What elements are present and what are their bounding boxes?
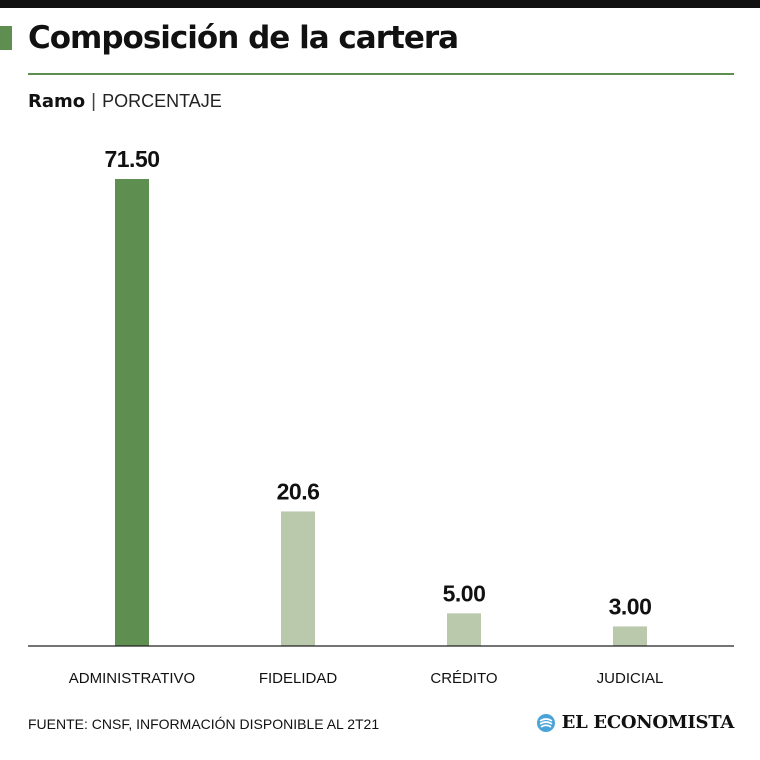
bar: [281, 511, 315, 646]
bar: [447, 613, 481, 646]
brand-name: EL ECONOMISTA: [561, 712, 735, 733]
chart-subtitle: Ramo | PORCENTAJE: [28, 91, 222, 113]
title-marker: [0, 26, 12, 50]
subtitle-separator: |: [91, 91, 97, 112]
x-tick-label: JUDICIAL: [597, 670, 664, 687]
el-economista-logo-icon: [536, 713, 555, 732]
data-label: 20.6: [277, 478, 320, 504]
data-label: 3.00: [609, 593, 652, 619]
source-note: FUENTE: CNSF, INFORMACIÓN DISPONIBLE AL …: [28, 716, 380, 732]
data-label: 5.00: [443, 580, 486, 606]
bar: [613, 626, 647, 646]
subtitle-unit: PORCENTAJE: [102, 91, 222, 111]
brand-logo: EL ECONOMISTA: [536, 712, 734, 733]
subtitle-main: Ramo: [28, 91, 86, 112]
x-tick-label: ADMINISTRATIVO: [69, 670, 195, 687]
x-tick-label: CRÉDITO: [430, 670, 497, 687]
bar-chart: 71.50 ADMINISTRATIVO 20.6 FIDELIDAD 5.00 CRÉD…: [28, 146, 734, 687]
bar: [115, 179, 149, 646]
data-label: 71.50: [104, 146, 159, 172]
chart-title: Composición de la cartera: [28, 20, 459, 56]
x-tick-label: FIDELIDAD: [259, 670, 338, 687]
title-rule: [28, 73, 734, 75]
top-bar: [0, 0, 760, 8]
